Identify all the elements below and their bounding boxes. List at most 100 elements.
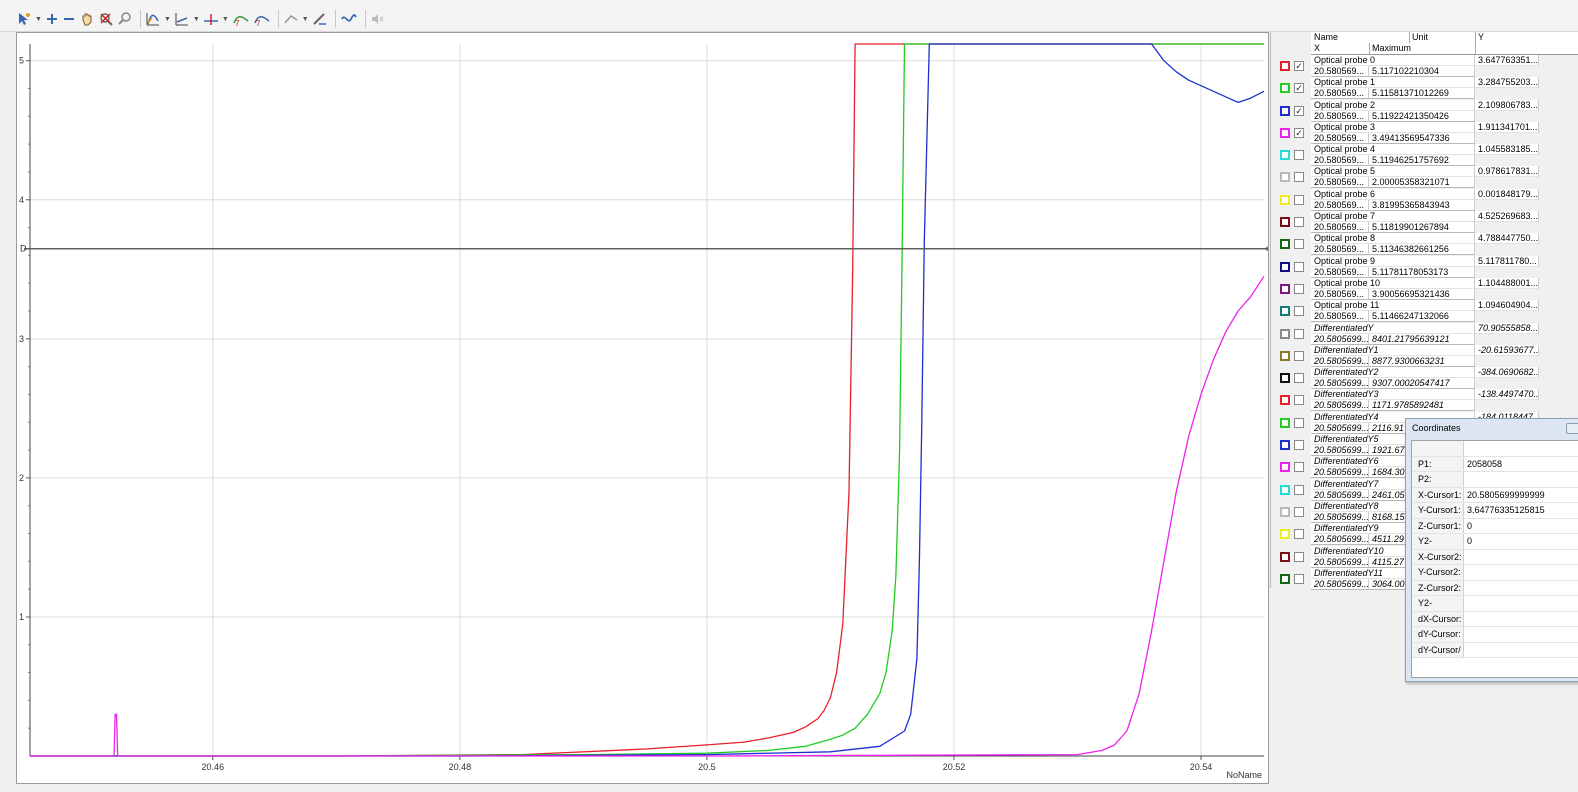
marker-dropdown-icon[interactable]: ▼ (221, 15, 229, 23)
pan-icon[interactable] (79, 10, 95, 28)
trend-dropdown-icon[interactable]: ▼ (301, 15, 309, 23)
series-visibility-checkbox[interactable] (1294, 506, 1304, 517)
series-visibility-checkbox[interactable] (1294, 440, 1304, 451)
series-visibility-checkbox[interactable] (1294, 551, 1304, 562)
coordinates-window[interactable]: Coordinates P1: 2058058 P2: X-Cursor1: 20.58… (1405, 418, 1578, 682)
series-color-swatch[interactable] (1280, 440, 1290, 451)
series-color-swatch[interactable] (1280, 484, 1290, 495)
series-color-swatch[interactable] (1280, 462, 1290, 473)
legend-row[interactable]: Optical probe 11 1.094604904... 20.580569.… (1271, 300, 1578, 323)
series-color-swatch[interactable] (1280, 328, 1290, 339)
plot-area[interactable]: 20.46 20.48 20.5 20.52 20.54 1 2 3 4 5 D NoName (16, 32, 1269, 784)
series-visibility-checkbox[interactable] (1294, 239, 1304, 250)
series-line[interactable] (30, 43, 1265, 757)
coordinates-value[interactable]: 0 (1467, 520, 1473, 531)
series-color-swatch[interactable] (1280, 283, 1290, 294)
series-visibility-checkbox[interactable] (1294, 350, 1304, 361)
series-line[interactable] (30, 43, 1264, 757)
series-color-swatch[interactable] (1280, 573, 1290, 584)
cursor-marker[interactable]: D (20, 244, 27, 254)
legend-row[interactable]: Optical probe 8 4.788447750... 20.580569..… (1271, 233, 1578, 256)
legend-row[interactable]: Optical probe 7 4.525269683... 20.580569..… (1271, 211, 1578, 234)
curve-options-icon[interactable] (145, 10, 161, 28)
series-color-swatch[interactable] (1280, 529, 1290, 540)
auto-scale-icon[interactable] (98, 10, 114, 28)
series-color-swatch[interactable] (1280, 306, 1290, 317)
legend-row[interactable]: Optical probe 4 1.045583185... 20.580569..… (1271, 144, 1578, 167)
series-color-swatch[interactable] (1280, 105, 1290, 116)
trend-icon[interactable] (283, 10, 299, 28)
curve-dropdown-icon[interactable]: ▼ (163, 15, 171, 23)
series-visibility-checkbox[interactable] (1294, 172, 1304, 183)
series-visibility-checkbox[interactable] (1294, 217, 1304, 228)
series-visibility-checkbox[interactable] (1294, 484, 1304, 495)
marker-options-icon[interactable] (203, 10, 219, 28)
cursor-a-icon[interactable]: 7 (232, 10, 250, 28)
series-visibility-checkbox[interactable] (1294, 261, 1304, 272)
legend-row[interactable]: DifferentiatedY 70.90555858... 20.5805699.… (1271, 322, 1578, 345)
series-color-swatch[interactable] (1280, 150, 1290, 161)
series-visibility-checkbox[interactable]: ✓ (1294, 105, 1304, 116)
series-visibility-checkbox[interactable] (1294, 395, 1304, 406)
series-color-swatch[interactable] (1280, 61, 1290, 71)
series-visibility-checkbox[interactable] (1294, 194, 1304, 205)
zoom-out-icon[interactable] (62, 10, 76, 28)
series-color-swatch[interactable] (1280, 373, 1290, 384)
legend-row[interactable]: ✓ Optical probe 0 3.647763351... 20.580569.… (1271, 55, 1578, 77)
series-line[interactable] (30, 275, 1265, 757)
chart-cursor[interactable]: D (20, 244, 1268, 254)
legend-header-unit[interactable]: Unit (1412, 32, 1429, 42)
legend-row[interactable]: DifferentiatedY3 -138.4497470... 20.580569… (1271, 389, 1578, 412)
legend-row[interactable]: Optical probe 6 0.001848179... 20.580569..… (1271, 188, 1578, 211)
series-color-swatch[interactable] (1280, 417, 1290, 428)
cursor-b-icon[interactable]: 7 (253, 10, 271, 28)
series-visibility-checkbox[interactable] (1294, 529, 1304, 540)
series-visibility-checkbox[interactable] (1294, 328, 1304, 339)
settings-icon[interactable] (312, 10, 328, 28)
series-visibility-checkbox[interactable] (1294, 283, 1304, 294)
legend-header-maximum[interactable]: Maximum (1372, 43, 1412, 53)
series-color-swatch[interactable] (1280, 172, 1290, 183)
series-visibility-checkbox[interactable] (1294, 417, 1304, 428)
legend-row[interactable]: ✓ Optical probe 2 2.109806783... 20.580569.… (1271, 99, 1578, 122)
legend-header-x[interactable]: X (1314, 43, 1321, 53)
legend-row[interactable]: ✓ Optical probe 3 1.911341701... 20.580569.… (1271, 121, 1578, 144)
coordinates-value[interactable]: 20.5805699999999 (1467, 489, 1545, 500)
close-icon[interactable] (1566, 423, 1578, 434)
mute-icon[interactable] (370, 10, 384, 28)
select-dropdown-icon[interactable]: ▼ (35, 15, 42, 23)
series-color-swatch[interactable] (1280, 83, 1290, 94)
series-visibility-checkbox[interactable] (1294, 306, 1304, 317)
series-color-swatch[interactable] (1280, 395, 1290, 406)
series-color-swatch[interactable] (1280, 551, 1290, 562)
axis-dropdown-icon[interactable]: ▼ (192, 15, 200, 23)
series-visibility-checkbox[interactable]: ✓ (1294, 61, 1304, 71)
zoom-fit-icon[interactable] (117, 10, 133, 28)
series-visibility-checkbox[interactable]: ✓ (1294, 127, 1304, 138)
legend-row[interactable]: Optical probe 5 0.978617831... 20.580569..… (1271, 166, 1578, 189)
series-line[interactable] (30, 43, 1264, 757)
series-visibility-checkbox[interactable]: ✓ (1294, 83, 1304, 94)
legend-row[interactable]: Optical probe 9 5.117811780... 20.580569..… (1271, 255, 1578, 278)
series-visibility-checkbox[interactable] (1294, 462, 1304, 473)
series-visibility-checkbox[interactable] (1294, 573, 1304, 584)
series-color-swatch[interactable] (1280, 261, 1290, 272)
coordinates-value[interactable]: 0 (1467, 536, 1473, 546)
select-tool-icon[interactable] (16, 10, 32, 28)
series-color-swatch[interactable] (1280, 217, 1290, 228)
series-visibility-checkbox[interactable] (1294, 150, 1304, 161)
legend-row[interactable]: ✓ Optical probe 1 3.284755203... 20.580569.… (1271, 77, 1578, 100)
cursor-handle-icon[interactable] (1264, 246, 1268, 252)
legend-row[interactable]: DifferentiatedY2 -384.0690682... 20.580569… (1271, 367, 1578, 390)
series-color-swatch[interactable] (1280, 127, 1290, 138)
zoom-in-icon[interactable] (45, 10, 59, 28)
legend-row[interactable]: Optical probe 10 1.104488001... 20.580569.… (1271, 277, 1578, 300)
series-color-swatch[interactable] (1280, 194, 1290, 205)
legend-row[interactable]: DifferentiatedY1 -20.61593677... 20.580569… (1271, 344, 1578, 367)
legend-header-y[interactable]: Y (1478, 32, 1485, 42)
series-color-swatch[interactable] (1280, 506, 1290, 517)
axis-options-icon[interactable] (174, 10, 190, 28)
coordinates-value[interactable]: 3.64776335125815 (1467, 505, 1545, 515)
coordinates-value[interactable]: 2058058 (1467, 458, 1503, 469)
series-color-swatch[interactable] (1280, 350, 1290, 361)
